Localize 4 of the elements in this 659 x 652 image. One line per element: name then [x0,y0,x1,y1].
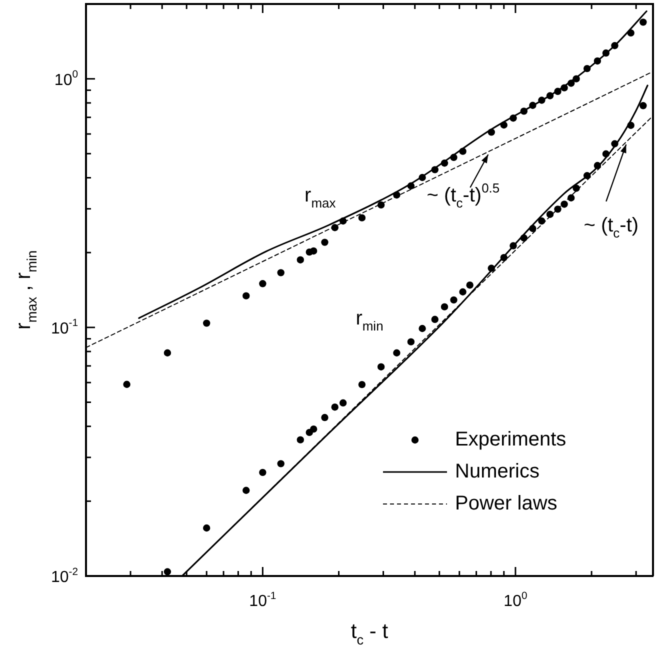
legend-label: Experiments [455,428,566,451]
legend-label: Power laws [455,492,558,515]
legend-label: Numerics [455,460,540,483]
y-axis-title: rmax , rmin [12,250,40,330]
